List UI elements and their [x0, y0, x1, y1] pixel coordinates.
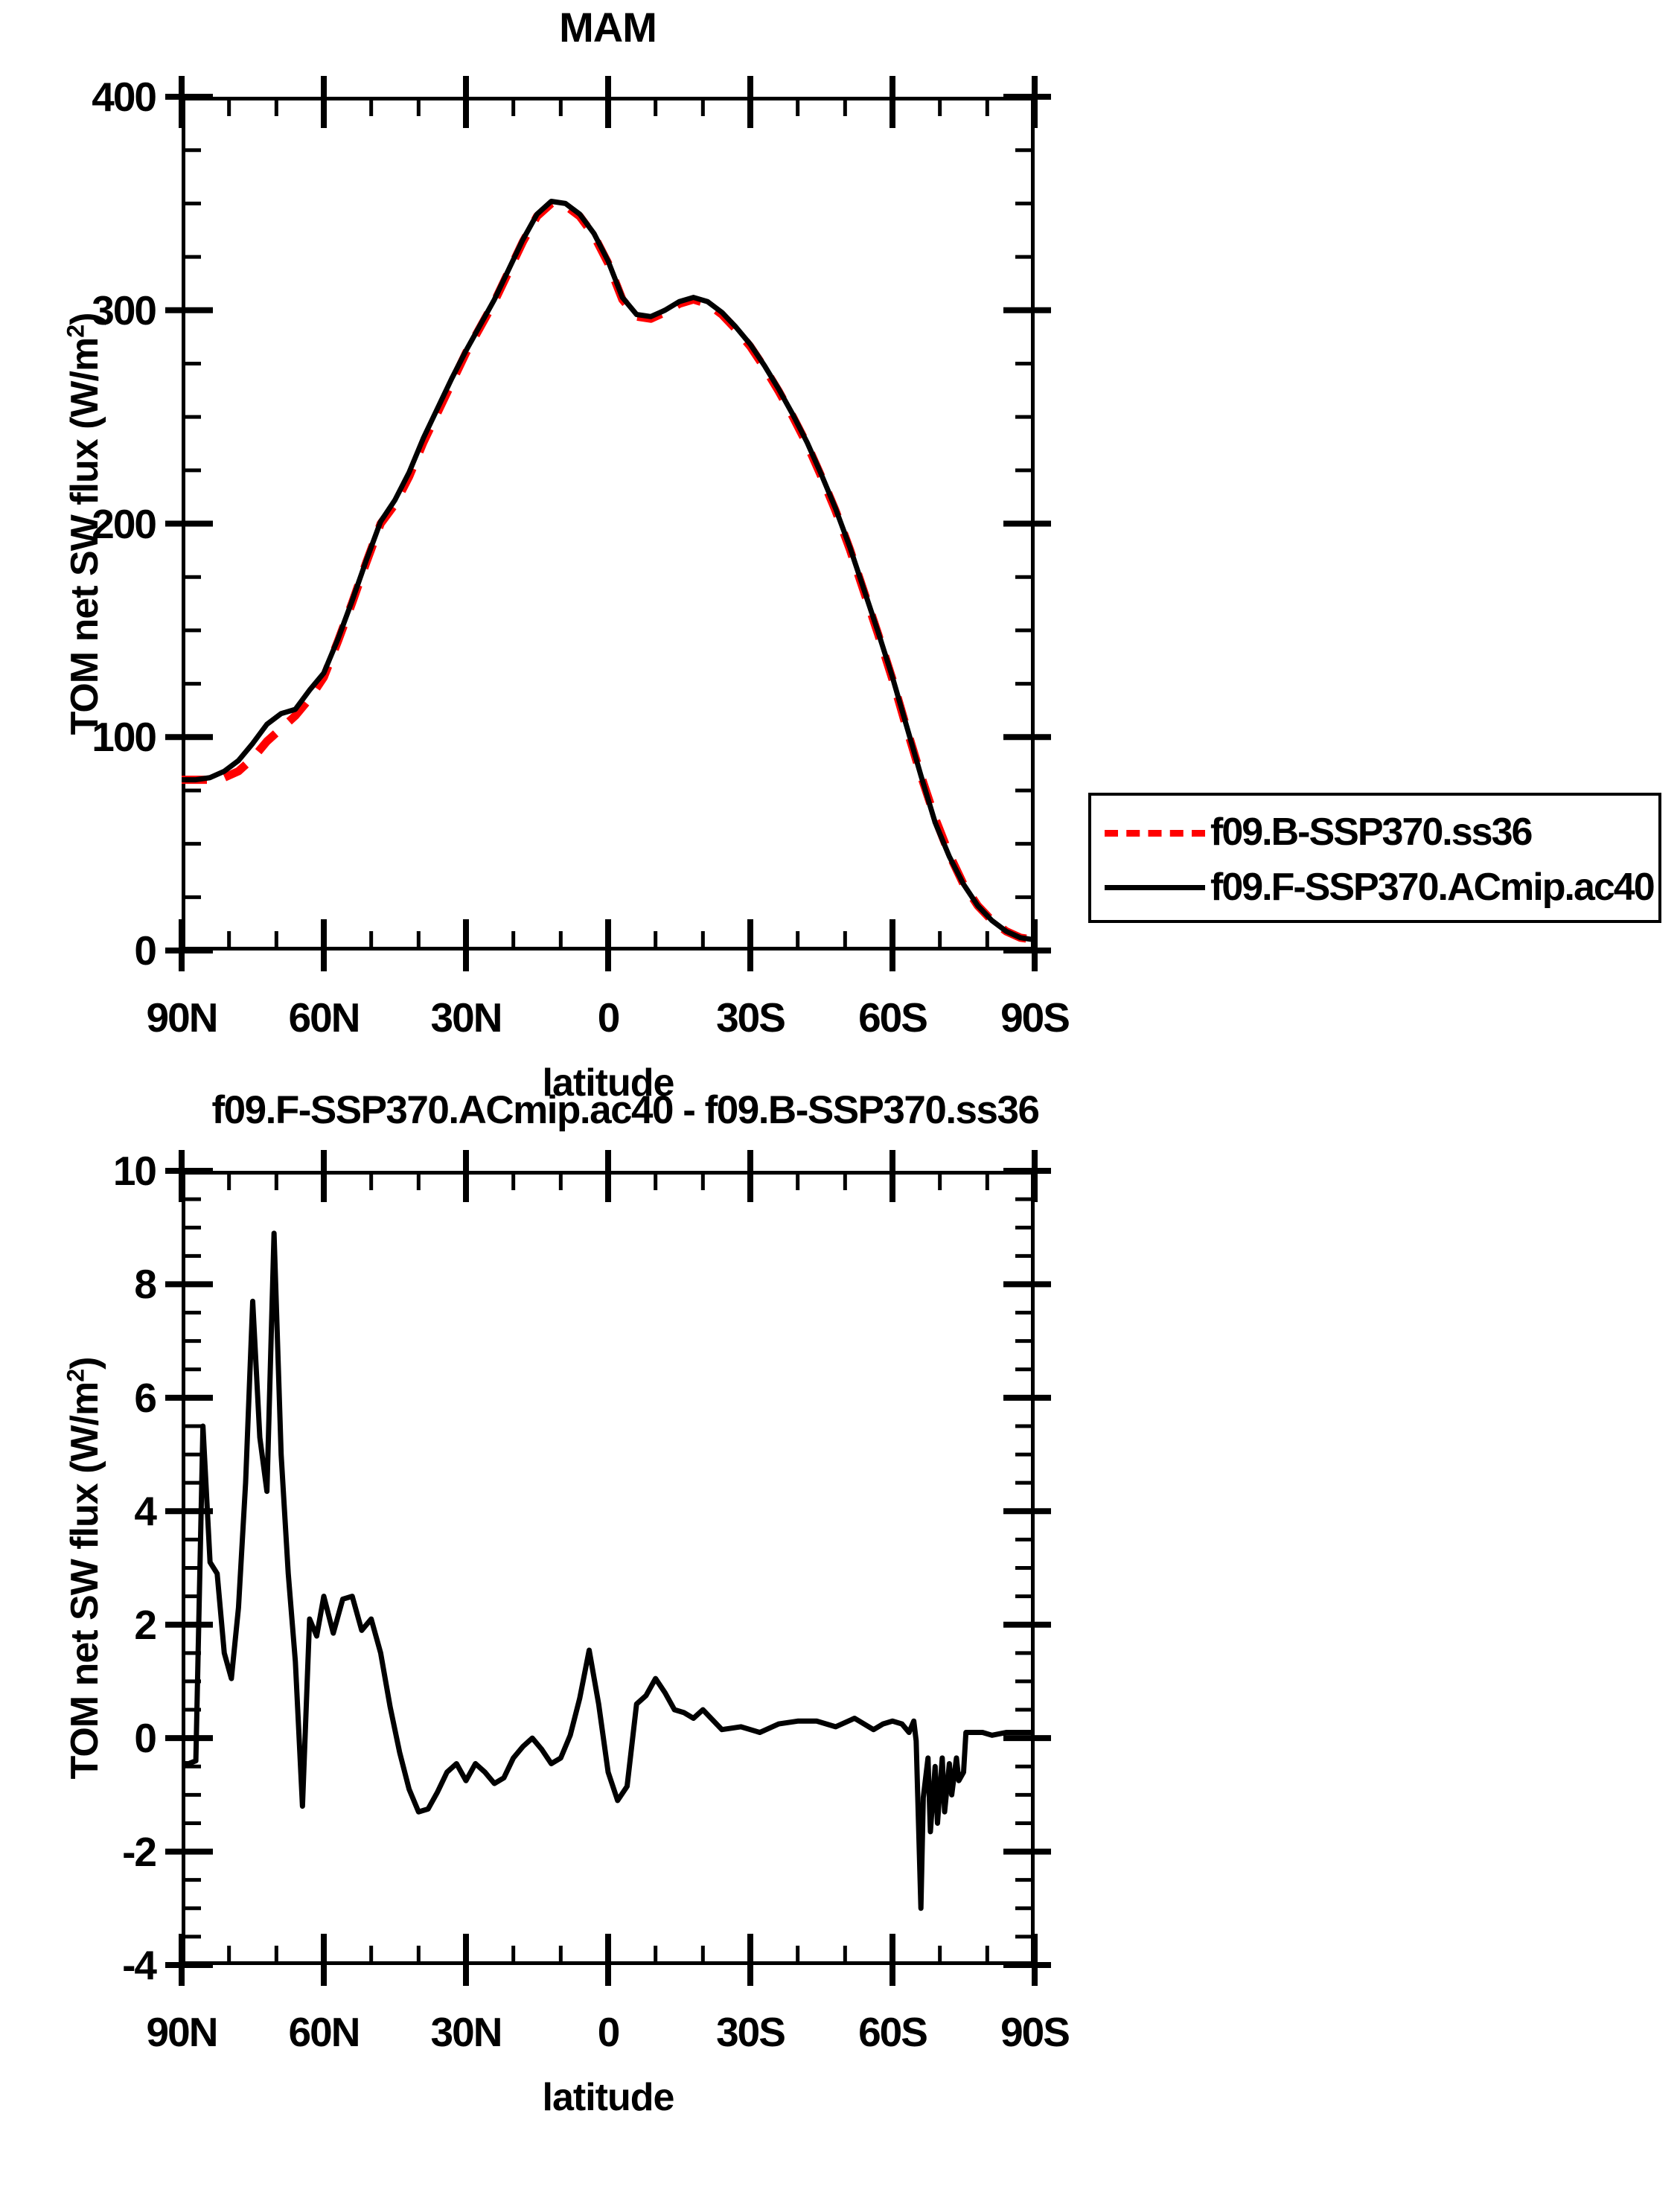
chart-panel-difference: f09.F-SSP370.ACmip.ac40 - f09.B-SSP370.s… — [0, 1087, 1680, 2198]
data-series-line — [182, 203, 1035, 939]
legend-label-experiment: f09.F-SSP370.ACmip.ac40 — [1210, 861, 1654, 913]
x-axis-tick-label: 60S — [858, 994, 927, 1041]
legend-label-baseline: f09.B-SSP370.ss36 — [1210, 806, 1531, 858]
x-axis-tick-label: 30S — [716, 2008, 785, 2056]
x-axis-tick-label: 60N — [289, 994, 360, 1041]
x-axis-tick-label: 90S — [1000, 994, 1069, 1041]
chart-panel-seasonal-mean: MAM 0100200300400 90N60N30N030S60S90S la… — [0, 0, 1680, 1102]
x-axis-tick-label: 60S — [858, 2008, 927, 2056]
y-axis-tick-label: 0 — [0, 927, 156, 974]
solid-line-icon — [1105, 885, 1205, 890]
plot-canvas-bottom — [0, 1087, 1680, 2198]
x-axis-tick-label: 30N — [431, 2008, 502, 2056]
x-axis-label-bottom: latitude — [182, 2075, 1035, 2120]
y-axis-label-top: TOM net SW flux (W/m2) — [63, 241, 107, 807]
x-axis-tick-label: 90N — [147, 994, 217, 1041]
chart-legend: f09.B-SSP370.ss36 f09.F-SSP370.ACmip.ac4… — [1088, 793, 1661, 923]
dashed-line-icon — [1105, 830, 1205, 837]
y-axis-tick-label: -4 — [0, 1941, 156, 1989]
x-axis-tick-label: 30S — [716, 994, 785, 1041]
data-series-line — [182, 202, 1035, 940]
y-axis-tick-label: 400 — [0, 73, 156, 121]
y-axis-label-bottom: TOM net SW flux (W/m2) — [63, 1285, 107, 1851]
x-axis-tick-label: 90S — [1000, 2008, 1069, 2056]
data-series-line — [182, 1233, 1035, 1908]
x-axis-tick-label: 30N — [431, 994, 502, 1041]
x-axis-tick-label: 0 — [598, 2008, 619, 2056]
x-axis-tick-label: 90N — [147, 2008, 217, 2056]
x-axis-tick-label: 60N — [289, 2008, 360, 2056]
legend-item-baseline[interactable]: f09.B-SSP370.ss36 — [1091, 806, 1658, 858]
legend-item-experiment[interactable]: f09.F-SSP370.ACmip.ac40 — [1091, 861, 1658, 913]
plot-canvas-top — [0, 0, 1680, 1102]
y-axis-tick-label: 10 — [0, 1147, 156, 1195]
x-axis-tick-label: 0 — [598, 994, 619, 1041]
